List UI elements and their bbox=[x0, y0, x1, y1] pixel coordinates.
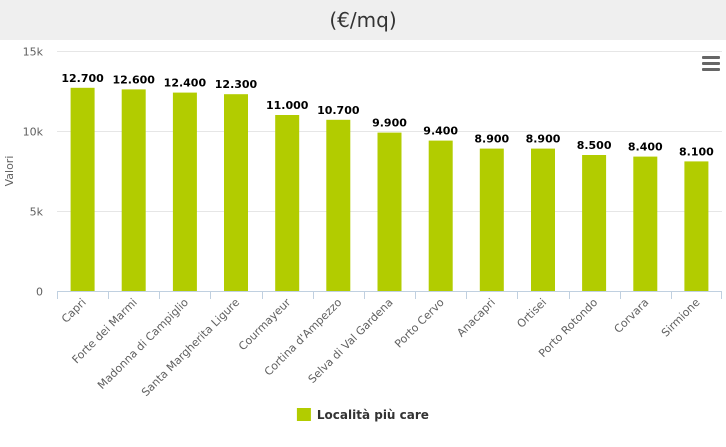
legend-label: Località più care bbox=[317, 408, 429, 422]
chart-title: (€/mq) bbox=[329, 8, 397, 32]
data-label: 12.300 bbox=[215, 78, 258, 91]
y-tick-label: 15k bbox=[23, 46, 44, 59]
chart-header: (€/mq) bbox=[0, 0, 726, 40]
x-tick-label: Ortisei bbox=[514, 296, 549, 331]
bar bbox=[531, 148, 555, 291]
x-tick-label: Madonna di Campiglio bbox=[95, 296, 191, 392]
x-tick-label: Corvara bbox=[612, 296, 652, 336]
bar bbox=[684, 161, 709, 291]
bar bbox=[428, 140, 453, 291]
data-label: 11.000 bbox=[266, 99, 309, 112]
data-labels: 12.700 12.600 12.400 12.300 11.000 10.700 9.90… bbox=[61, 72, 714, 159]
bar bbox=[224, 94, 248, 291]
x-tick-label: Porto Cervo bbox=[392, 296, 447, 351]
data-label: 10.700 bbox=[317, 104, 360, 117]
x-tick-label: Courmayeur bbox=[236, 296, 294, 354]
bar bbox=[172, 92, 197, 291]
bar bbox=[633, 156, 658, 291]
y-axis-title: Valori bbox=[3, 156, 16, 187]
data-label: 12.700 bbox=[61, 72, 104, 85]
legend-swatch bbox=[296, 408, 311, 421]
bar bbox=[121, 89, 146, 292]
bar bbox=[326, 119, 351, 291]
data-label: 8.900 bbox=[526, 133, 561, 146]
bars bbox=[70, 87, 709, 292]
data-label: 9.900 bbox=[372, 117, 407, 130]
data-label: 9.400 bbox=[423, 125, 458, 138]
data-label: 12.400 bbox=[164, 77, 207, 90]
chart-area: 12.700 12.600 12.400 12.300 11.000 10.700 9.90… bbox=[0, 40, 726, 442]
x-tick-label: Anacapri bbox=[454, 296, 498, 340]
bar-chart: 12.700 12.600 12.400 12.300 11.000 10.700 9.90… bbox=[3, 46, 722, 422]
y-tick-label: 0 bbox=[36, 286, 43, 299]
x-tick-label: Capri bbox=[59, 296, 89, 326]
x-tick-label: Santa Margherita Ligure bbox=[139, 296, 242, 399]
bar bbox=[479, 148, 504, 291]
y-tick-label: 5k bbox=[30, 206, 44, 219]
data-label: 8.100 bbox=[679, 145, 714, 158]
bar bbox=[70, 87, 95, 291]
data-label: 8.900 bbox=[474, 133, 509, 146]
bar bbox=[275, 115, 300, 291]
legend: Località più care bbox=[296, 408, 429, 422]
data-label: 12.600 bbox=[112, 73, 155, 86]
x-tick-label: Sirmione bbox=[659, 296, 703, 340]
data-label: 8.500 bbox=[577, 139, 612, 152]
data-label: 8.400 bbox=[628, 141, 663, 154]
x-tick-label: Selva di Val Gardena bbox=[306, 296, 396, 386]
y-tick-label: 10k bbox=[23, 126, 44, 139]
hamburger-menu-icon[interactable] bbox=[702, 56, 720, 72]
bar bbox=[377, 132, 402, 291]
bar bbox=[582, 155, 607, 291]
